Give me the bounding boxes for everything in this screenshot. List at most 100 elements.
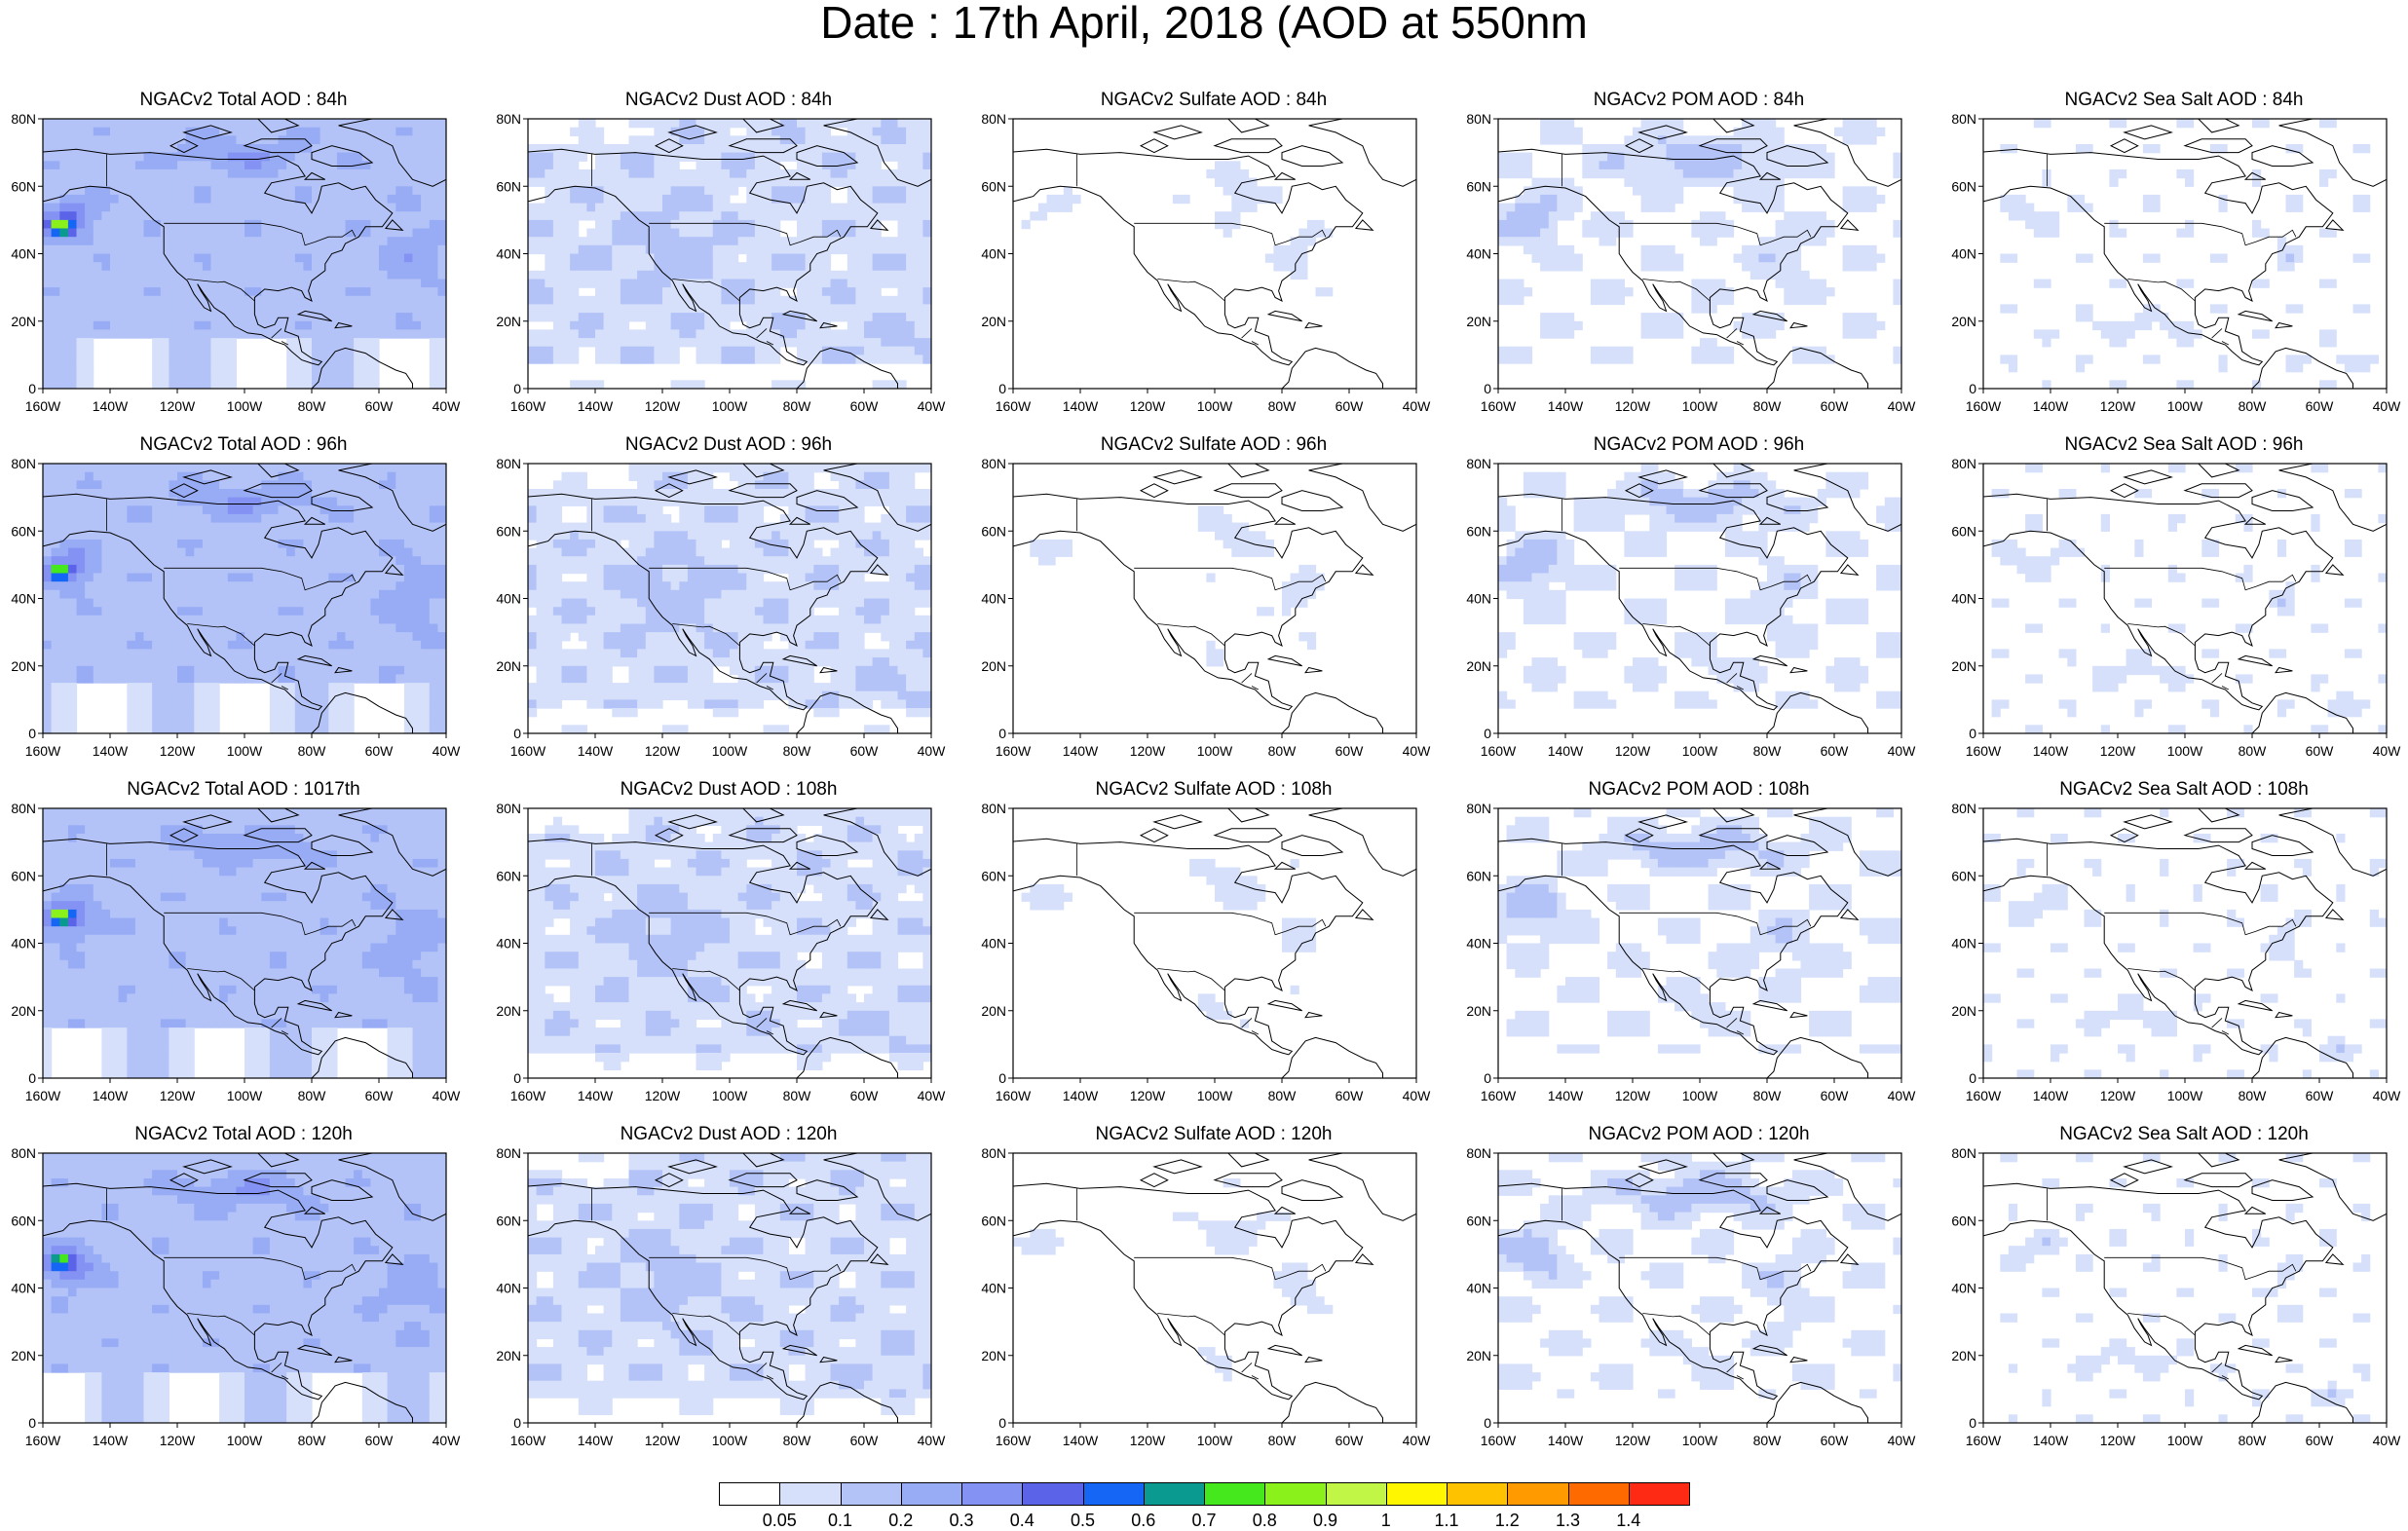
map-panel: NGACv2 Sea Salt AOD : 108h 80N 60N 40N 20N 0 1… — [1940, 779, 2408, 1105]
lon-tick-label: 120W — [160, 743, 196, 759]
panel-title: NGACv2 Sulfate AOD : 84h — [1100, 90, 1328, 110]
lat-tick-label: 40N — [11, 1281, 36, 1296]
lon-tick-label: 100W — [712, 1088, 748, 1103]
lat-tick-label: 20N — [496, 658, 521, 674]
colorbar-label: 0.9 — [1312, 1511, 1338, 1530]
lat-tick-label: 80N — [1951, 111, 1976, 127]
lon-tick-label: 60W — [365, 1433, 395, 1448]
lat-tick-label: 20N — [1466, 314, 1491, 329]
colorbar-swatch — [1385, 1482, 1449, 1506]
lon-tick-label: 60W — [850, 1088, 880, 1103]
aod-map: 80N 60N 40N 20N 0 160W 140W 120W 100W 80W 60W 40W — [496, 801, 947, 1103]
lon-tick-label: 100W — [227, 398, 263, 414]
lon-tick-label: 120W — [160, 398, 196, 414]
lon-tick-label: 120W — [1130, 743, 1166, 759]
lon-tick-label: 140W — [578, 398, 614, 414]
lon-tick-label: 100W — [2167, 1433, 2203, 1448]
lon-tick-label: 160W — [996, 1088, 1032, 1103]
lat-tick-label: 20N — [981, 658, 1006, 674]
aod-field-layer — [1983, 808, 2387, 1078]
map-panel: NGACv2 POM AOD : 96h 80N 60N 40N 20N 0 160W 140… — [1455, 434, 1942, 761]
lon-tick-label: 120W — [645, 398, 681, 414]
lat-tick-label: 0 — [1484, 726, 1491, 741]
lon-tick-label: 60W — [1821, 743, 1850, 759]
aod-field-layer — [1498, 808, 1901, 1054]
lon-tick-label: 140W — [1063, 743, 1099, 759]
coastline-layer — [1013, 808, 1416, 1078]
colorbar-label: 0.05 — [762, 1511, 797, 1530]
lat-tick-label: 60N — [11, 523, 36, 539]
coastline-layer — [43, 119, 446, 389]
lon-tick-label: 40W — [1888, 398, 1917, 414]
lat-tick-label: 40N — [1466, 1281, 1491, 1296]
lat-tick-label: 0 — [998, 1415, 1006, 1431]
lat-tick-label: 40N — [496, 1281, 521, 1296]
lon-tick-label: 80W — [1753, 743, 1783, 759]
map-panel: NGACv2 POM AOD : 108h 80N 60N 40N 20N 0 160W 14… — [1455, 779, 1942, 1105]
aod-map: 80N 60N 40N 20N 0 160W 140W 120W 100W 80W 60W 40W — [981, 1145, 1431, 1448]
lon-tick-label: 40W — [1888, 1088, 1917, 1103]
aod-field-layer — [43, 1153, 446, 1423]
lon-tick-label: 120W — [1615, 398, 1651, 414]
lon-tick-label: 140W — [93, 1088, 129, 1103]
lon-tick-label: 60W — [1821, 1088, 1850, 1103]
colorbar-label: 0.5 — [1070, 1511, 1096, 1530]
lon-tick-label: 140W — [578, 1433, 614, 1448]
lon-tick-label: 160W — [510, 743, 546, 759]
lat-tick-label: 20N — [1951, 1348, 1976, 1363]
lat-tick-label: 80N — [1466, 111, 1491, 127]
aod-map: 80N 60N 40N 20N 0 160W 140W 120W 100W 80W 60W 40W — [1466, 801, 1917, 1103]
lat-tick-label: 60N — [496, 868, 521, 883]
lon-tick-label: 40W — [1888, 743, 1917, 759]
lat-tick-label: 20N — [1466, 658, 1491, 674]
aod-map: 80N 60N 40N 20N 0 160W 140W 120W 100W 80W 60W 40W — [981, 456, 1431, 759]
lat-tick-label: 0 — [1969, 381, 1976, 396]
lon-tick-label: 160W — [510, 398, 546, 414]
panel-title: NGACv2 Total AOD : 120h — [134, 1124, 353, 1144]
lon-tick-label: 140W — [1063, 1088, 1099, 1103]
aod-map: 80N 60N 40N 20N 0 160W 140W 120W 100W 80W 60W 40W — [1951, 456, 2401, 759]
lat-tick-label: 60N — [496, 178, 521, 194]
coastline-layer — [1983, 808, 2387, 1078]
panel-title: NGACv2 POM AOD : 108h — [1588, 779, 1810, 800]
lon-tick-label: 40W — [918, 1088, 947, 1103]
lon-tick-label: 140W — [1063, 398, 1099, 414]
lat-tick-label: 80N — [496, 1145, 521, 1161]
panel-grid: NGACv2 Total AOD : 84h 80N 60N 40N 20N 0 160W 1… — [0, 90, 2408, 1450]
coastline-layer — [1013, 119, 1416, 389]
lat-tick-label: 40N — [496, 591, 521, 607]
map-panel: NGACv2 POM AOD : 120h 80N 60N 40N 20N 0 160W 14… — [1455, 1124, 1942, 1450]
colorbar-label: 0.4 — [1009, 1511, 1035, 1530]
lat-tick-label: 20N — [981, 1003, 1006, 1019]
lon-tick-label: 40W — [918, 1433, 947, 1448]
lat-tick-label: 40N — [11, 936, 36, 952]
lon-tick-label: 80W — [1268, 1088, 1298, 1103]
aod-field-layer — [1030, 505, 1325, 667]
panel-title: NGACv2 Total AOD : 1017th — [127, 779, 360, 800]
lat-tick-label: 0 — [513, 726, 521, 741]
lat-tick-label: 40N — [1951, 246, 1976, 262]
aod-map: 80N 60N 40N 20N 0 160W 140W 120W 100W 80W 60W 40W — [11, 801, 461, 1103]
lon-tick-label: 160W — [1966, 743, 2002, 759]
aod-field-layer — [1498, 464, 1901, 709]
lat-tick-label: 20N — [11, 1348, 36, 1363]
lat-tick-label: 40N — [1466, 246, 1491, 262]
panel-title: NGACv2 Sulfate AOD : 108h — [1095, 779, 1333, 800]
lon-tick-label: 140W — [93, 1433, 129, 1448]
lat-tick-label: 80N — [1951, 801, 1976, 816]
lat-tick-label: 40N — [981, 1281, 1006, 1296]
lat-tick-label: 60N — [1951, 523, 1976, 539]
lat-tick-label: 0 — [513, 1070, 521, 1086]
lat-tick-label: 20N — [1466, 1003, 1491, 1019]
coastline-layer — [528, 464, 931, 733]
colorbar-swatch — [719, 1482, 781, 1506]
map-panel: NGACv2 Total AOD : 1017th 80N 60N 40N 20N 0 16… — [0, 779, 487, 1105]
lon-tick-label: 120W — [645, 1088, 681, 1103]
lon-tick-label: 160W — [1481, 1088, 1517, 1103]
lat-tick-label: 80N — [11, 801, 36, 816]
map-panel: NGACv2 Sea Salt AOD : 120h 80N 60N 40N 20N 0 1… — [1940, 1124, 2408, 1450]
lon-tick-label: 80W — [298, 1433, 327, 1448]
lat-tick-label: 40N — [496, 936, 521, 952]
coastline-layer — [1983, 119, 2387, 389]
map-panel: NGACv2 Total AOD : 84h 80N 60N 40N 20N 0 160W 1… — [0, 90, 487, 416]
